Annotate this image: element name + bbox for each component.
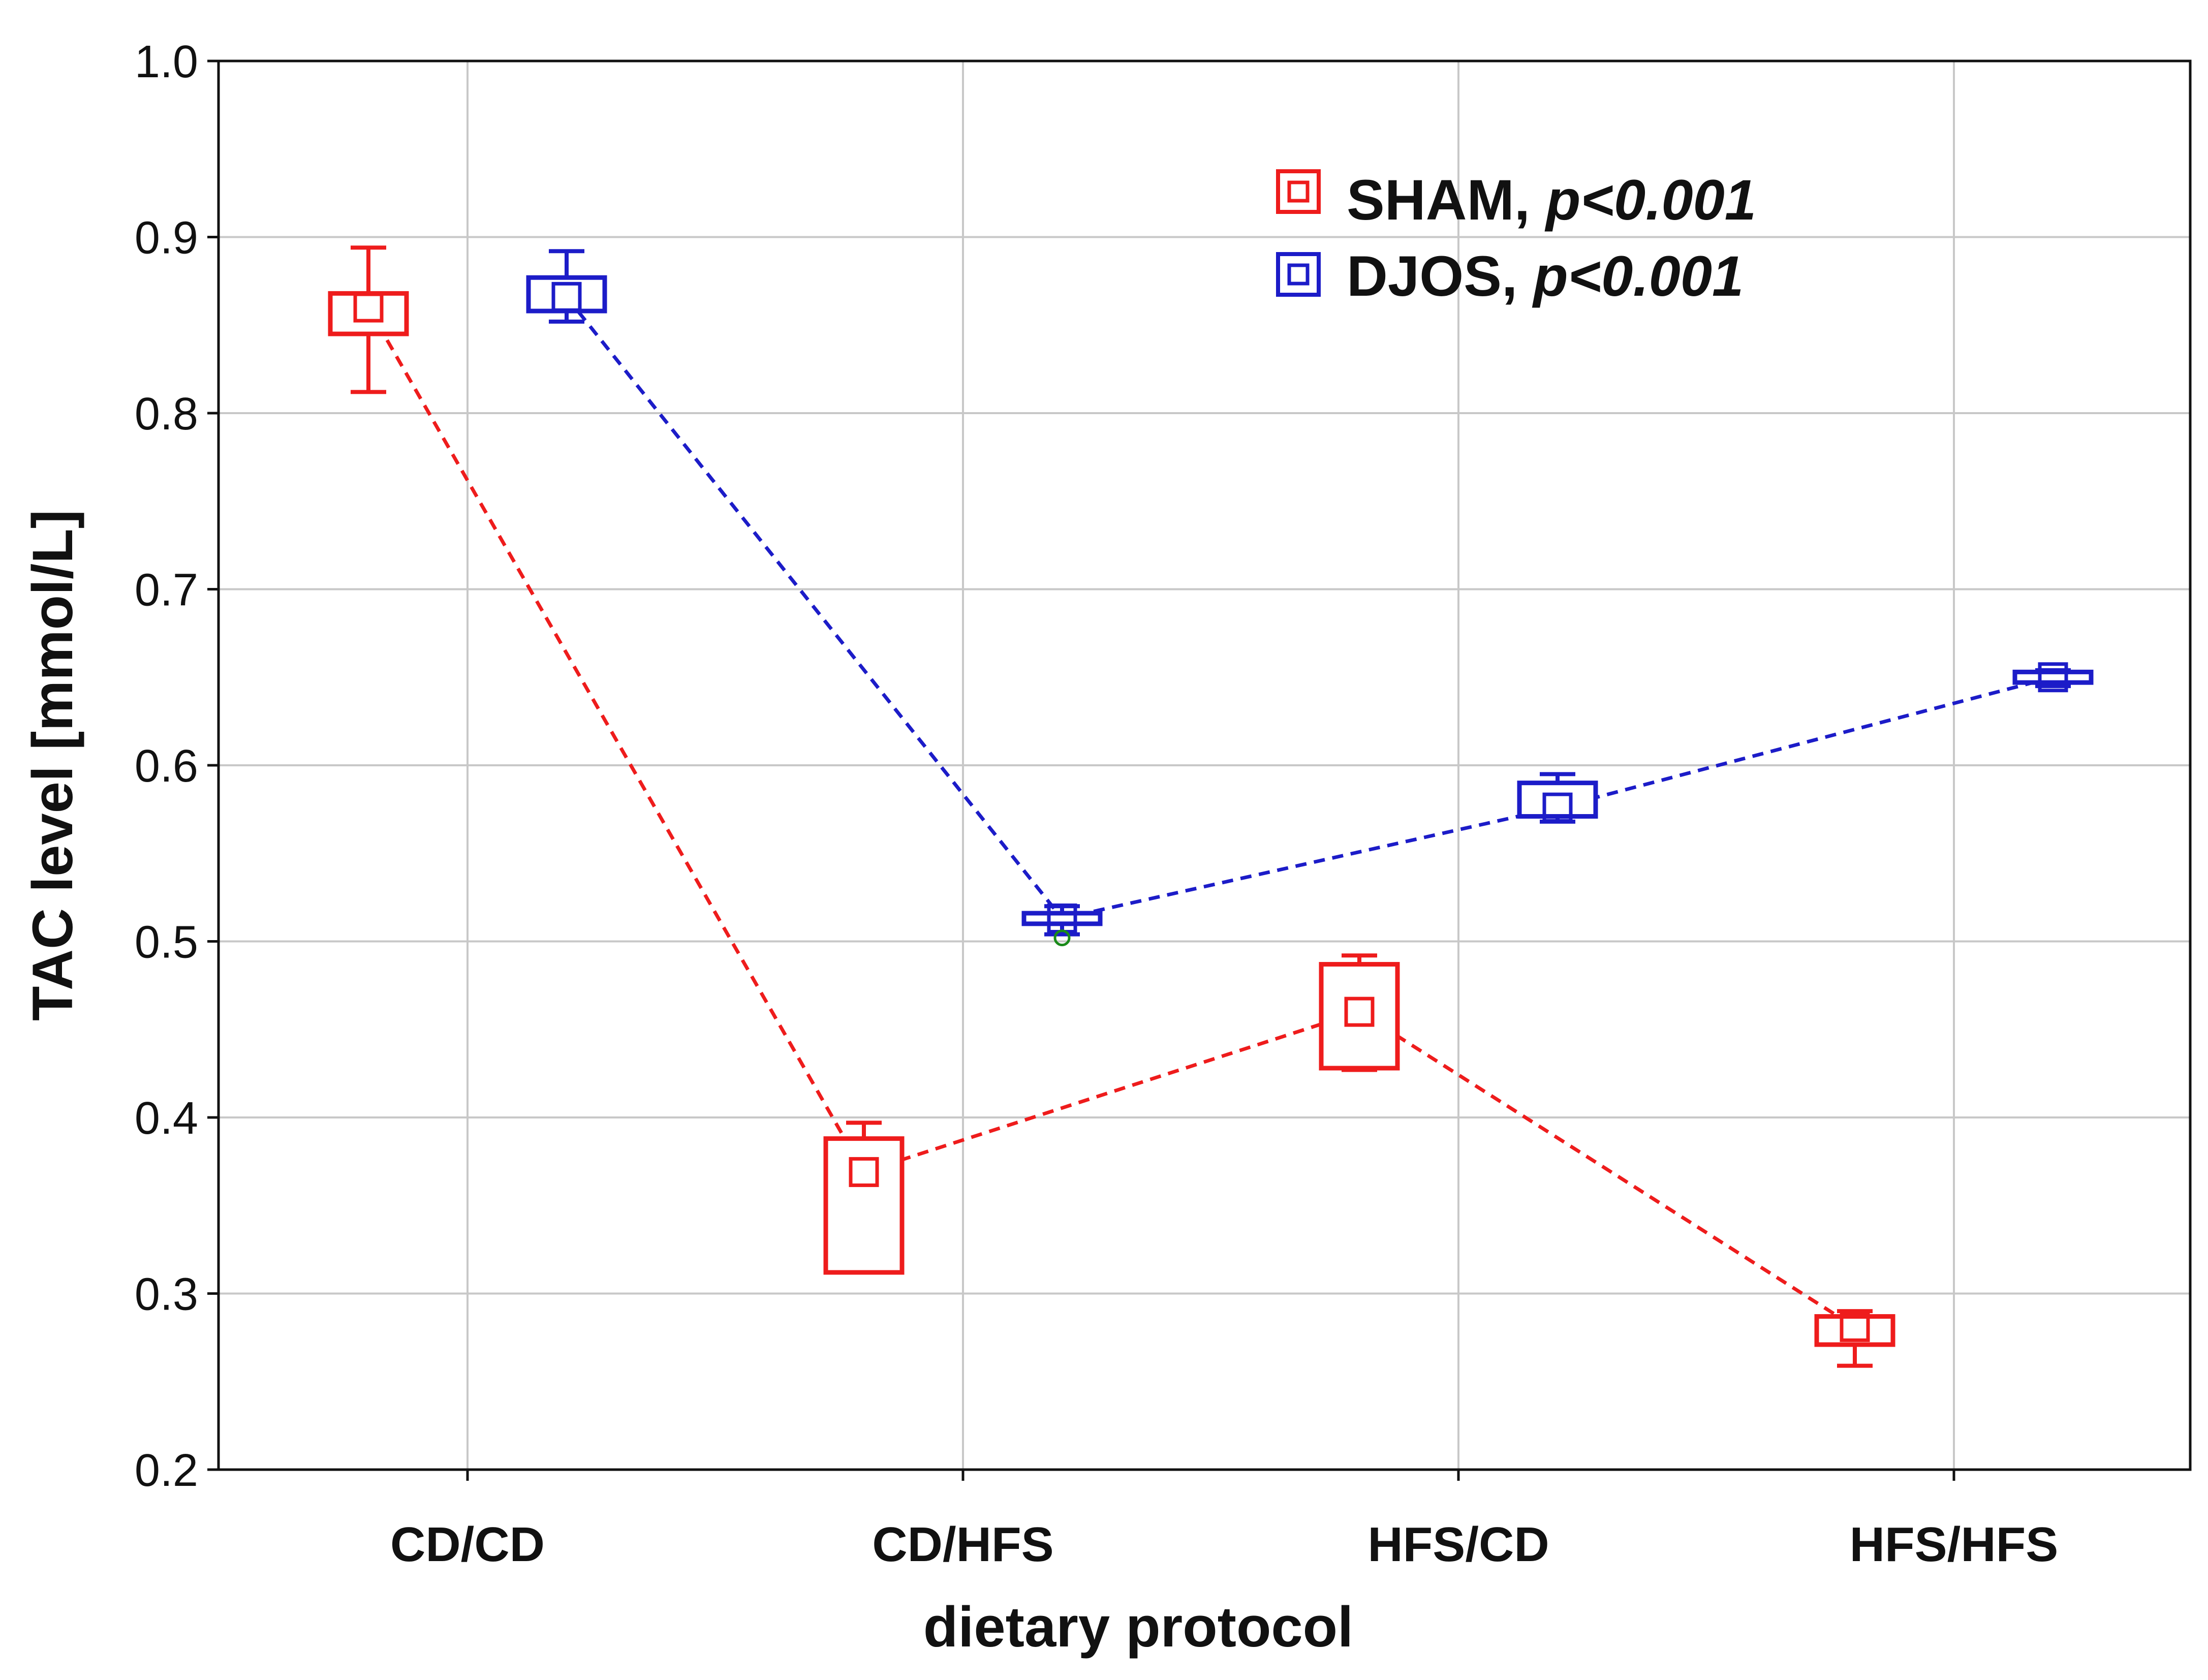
box-iqr (1021, 911, 1103, 926)
y-tick-label: 1.0 (135, 37, 198, 87)
y-tick-label: 0.5 (135, 917, 198, 968)
median-marker (1344, 997, 1375, 1027)
x-tick-label: CD/HFS (872, 1517, 1053, 1572)
legend-swatch-inner-djos (1287, 263, 1310, 286)
median-marker (849, 1157, 879, 1187)
legend-item-djos: DJOS, p<0.001 (1276, 244, 1744, 308)
y-tick-label: 0.2 (135, 1445, 198, 1496)
median-marker (1840, 1312, 1870, 1342)
series-djos (526, 249, 2094, 947)
box-djos-hfs-hfs (2012, 662, 2094, 693)
legend-separator-djos: , (1502, 244, 1533, 308)
median-marker (2038, 662, 2068, 693)
y-tick-label: 0.6 (135, 741, 198, 792)
box-iqr (1517, 781, 1598, 819)
outlier-point (1053, 929, 1071, 947)
box-sham-hfs-cd (1319, 953, 1400, 1072)
box-iqr (823, 1136, 905, 1275)
median-connector-line-djos (565, 296, 2054, 921)
legend-separator-sham: , (1514, 168, 1546, 232)
median-marker (353, 292, 384, 323)
y-axis-ticks: 0.2 0.3 0.4 0.5 0.6 0.7 0.8 0.9 1.0 (135, 37, 219, 1496)
median-marker (551, 282, 582, 312)
y-tick-label: 0.8 (135, 389, 198, 440)
legend-label-sham: SHAM, p<0.001 (1347, 168, 1756, 232)
box-sham-cd-cd (328, 245, 409, 394)
median-marker (1542, 792, 1573, 823)
series-layer (328, 245, 2094, 1368)
x-axis-ticks: CD/CD CD/HFS HFS/CD HFS/HFS (390, 1470, 2058, 1572)
y-tick-label: 0.3 (135, 1269, 198, 1320)
legend-label-djos: DJOS, p<0.001 (1347, 244, 1744, 308)
grid-lines (219, 236, 2190, 1295)
x-tick-label: CD/CD (390, 1517, 545, 1572)
x-tick-label: HFS/HFS (1850, 1517, 2059, 1572)
legend-swatch-djos (1276, 252, 1321, 297)
legend-swatch-inner-sham (1287, 180, 1310, 203)
legend-swatch-sham (1276, 169, 1321, 214)
legend-p-value-sham: p<0.001 (1544, 168, 1756, 232)
legend-item-sham: SHAM, p<0.001 (1276, 168, 1756, 232)
y-axis-label: TAC level [mmol/L] (21, 510, 84, 1021)
x-tick-label: HFS/CD (1367, 1517, 1549, 1572)
category-gridlines (467, 61, 1955, 1470)
box-djos-hfs-cd (1517, 772, 1598, 824)
legend-p-value-djos: p<0.001 (1532, 244, 1744, 308)
y-tick-label: 0.7 (135, 565, 198, 616)
y-tick-label: 0.4 (135, 1093, 198, 1144)
x-axis-label: dietary protocol (923, 1595, 1353, 1659)
box-djos-cd-cd (526, 249, 607, 324)
box-iqr (2012, 669, 2094, 685)
series-sham (328, 245, 1895, 1368)
box-sham-hfs-hfs (1814, 1309, 1895, 1368)
legend-series-name-sham: SHAM (1347, 168, 1514, 232)
legend: SHAM, p<0.001 DJOS, p<0.001 (1276, 168, 1756, 308)
box-iqr (1319, 962, 1400, 1071)
box-sham-cd-hfs (823, 1121, 905, 1275)
box-djos-cd-hfs (1021, 903, 1103, 947)
box-iqr (328, 291, 409, 336)
median-connector-line-sham (366, 306, 1856, 1329)
legend-series-name-djos: DJOS (1347, 244, 1502, 308)
y-tick-label: 0.9 (135, 213, 198, 264)
